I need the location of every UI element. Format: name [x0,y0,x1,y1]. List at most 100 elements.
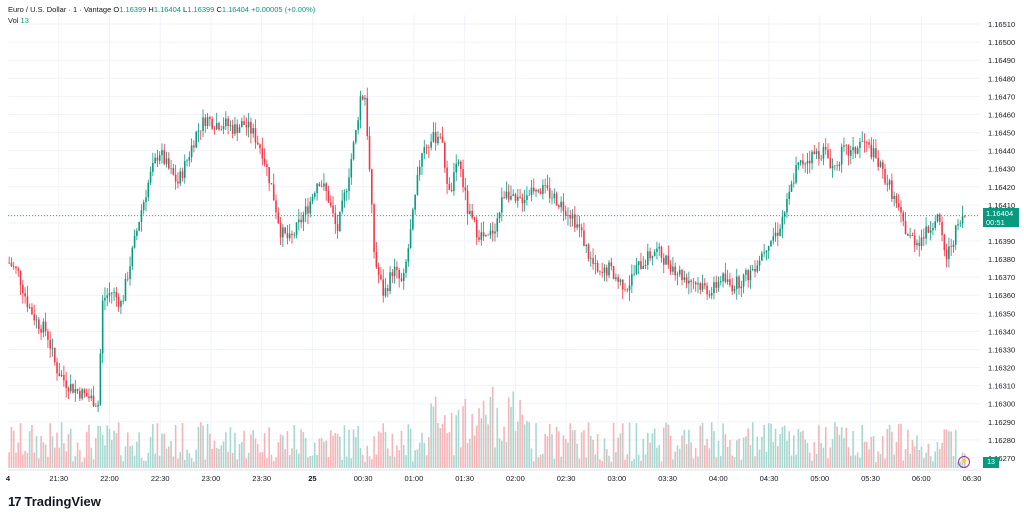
volume-bar [76,442,79,468]
volume-bar [325,440,327,468]
candle-body [469,210,471,215]
volume-bar [199,422,202,468]
candle-body [211,118,213,129]
candle-body [542,185,544,194]
y-tick-label: 1.16360 [988,291,1015,300]
candle-body [528,195,530,196]
candle-body [104,297,106,301]
y-tick-label: 1.16350 [988,309,1015,318]
candle-body [407,248,410,262]
volume-bar [758,449,761,468]
volume-bar [676,445,679,468]
candle-body [628,285,631,291]
volume-bar [772,442,775,468]
volume-bar [307,457,309,468]
candle-body [532,187,535,192]
volume-bar [624,459,626,468]
candle-body [142,202,145,211]
open-label: O [113,5,120,14]
volume-bar [546,436,549,468]
candle-body [74,389,77,393]
volume-bar [56,432,58,468]
bar-countdown: 00:51 [986,218,1005,227]
candle-body [881,162,884,169]
volume-bar [222,441,225,468]
candle-body [888,180,891,185]
candle-body [834,165,836,167]
volume-bar [334,433,337,468]
candle-body [583,230,585,247]
volume-bar [252,430,255,468]
candle-body [847,145,850,156]
volume-bar [578,458,581,468]
volume-bar [907,429,909,468]
candle-body [617,277,619,282]
candle-body [619,279,622,282]
volume-bar [485,414,487,468]
candle-body [234,124,236,134]
x-tick-label: 03:00 [607,474,626,483]
volume-bar [558,431,560,468]
candle-body [133,235,136,248]
volume-bar [266,458,268,468]
candle-body [642,266,645,269]
volume-bar [797,429,800,468]
candle-body [950,246,952,248]
volume-bar [599,459,601,468]
volume-bar [352,429,355,468]
volume-bar [234,432,236,468]
candle-body [181,171,184,178]
volume-bar [304,438,307,468]
candle-body [288,233,291,239]
candle-body [729,279,731,286]
candle-body [425,147,428,148]
candle-body [136,230,138,236]
candle-body [177,181,179,184]
volume-bar [53,447,56,468]
lightning-icon[interactable]: ⚡ [958,456,970,468]
volume-bar [498,438,501,468]
candle-body [838,164,841,167]
volume-bar [621,423,624,468]
candle-body [368,136,371,170]
candle-body [551,197,553,199]
volume-bar [202,425,204,468]
candle-body [15,266,17,269]
candle-body [923,237,925,239]
candle-body [423,147,426,154]
candle-body [26,296,29,308]
candle-body [101,300,104,354]
candle-body [81,389,83,399]
candle-body [270,183,273,185]
candle-body [31,307,33,315]
volume-bar [795,454,797,468]
tradingview-logo[interactable]: 17 TradingView [8,494,101,509]
volume-bar [683,429,686,468]
volume-bar [487,424,489,468]
volume-bar [341,459,343,468]
volume-bar [904,448,907,468]
candle-body [692,281,695,283]
volume-bar [393,456,396,468]
candle-body [621,279,624,290]
x-tick-label: 04:30 [760,474,779,483]
candle-body [163,150,166,164]
candle-body [220,129,223,130]
candle-body [396,266,398,270]
volume-bar [610,461,613,468]
volume-bar [952,456,955,468]
volume-bar [44,444,47,468]
candle-body [929,230,932,233]
volume-bar [694,447,697,468]
volume-bar [473,435,476,468]
volume-bar [788,431,791,468]
volume-bar [674,451,676,468]
candle-body [402,272,405,281]
volume-bar [240,442,243,468]
x-tick-label: 03:30 [658,474,677,483]
candle-body [523,200,526,204]
candle-body [952,244,955,248]
candle-body [56,362,58,374]
candle-body [240,121,243,128]
